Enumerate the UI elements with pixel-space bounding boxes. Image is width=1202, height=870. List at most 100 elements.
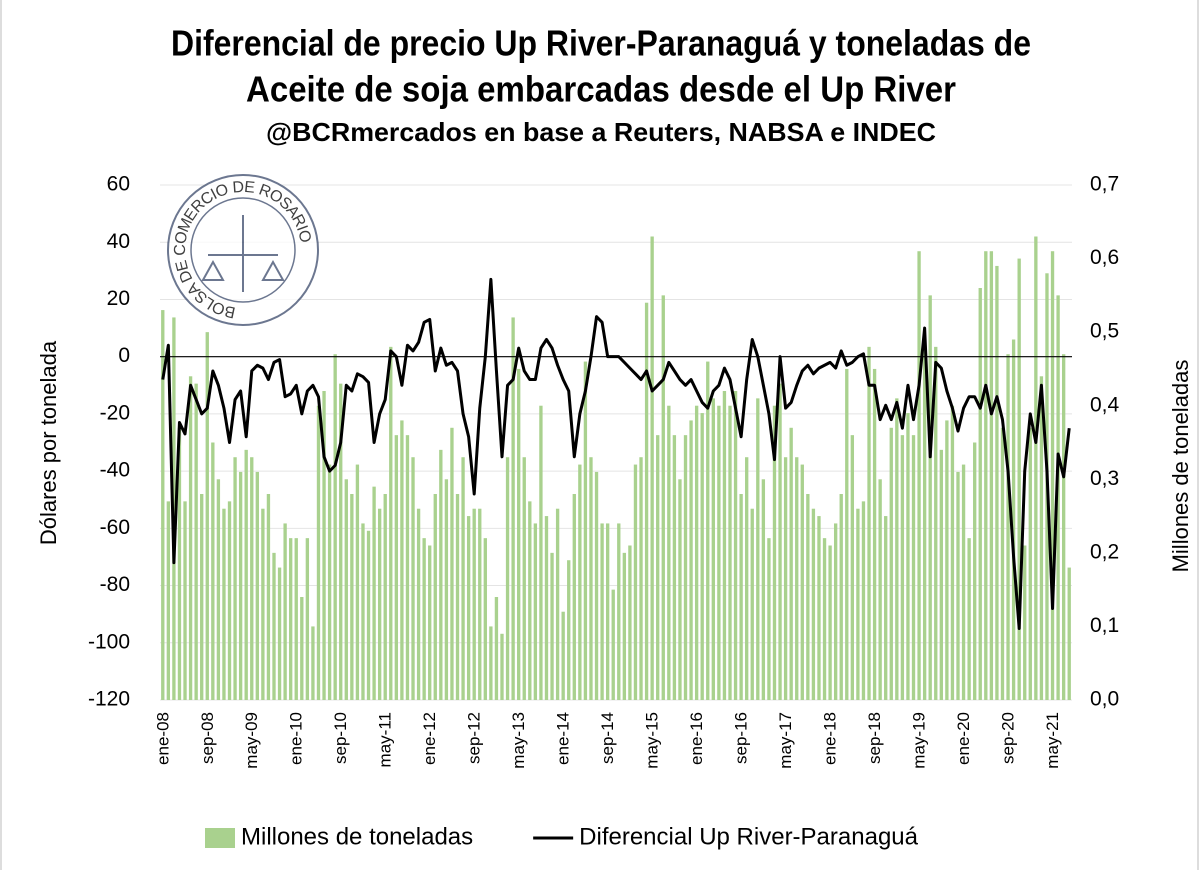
legend-label: Millones de toneladas [241, 823, 473, 850]
bar [266, 494, 271, 700]
chart-subtitle: @BCRmercados en base a Reuters, NABSA e … [266, 117, 936, 147]
bar [811, 508, 816, 700]
bar [728, 405, 732, 700]
bar [366, 530, 371, 700]
bar [544, 516, 549, 700]
bar [505, 457, 510, 700]
bar [745, 457, 749, 700]
bar [711, 398, 715, 700]
bar [216, 479, 221, 700]
bar [911, 435, 916, 700]
bar [300, 597, 304, 700]
bar [316, 405, 321, 700]
bar [1034, 236, 1038, 700]
bar [250, 457, 254, 700]
bar [433, 494, 437, 700]
bar [294, 538, 298, 700]
bar [900, 435, 905, 700]
bar [1067, 567, 1071, 700]
y2-tick-label: 0,1 [1090, 614, 1119, 637]
bar [466, 516, 471, 700]
bar [683, 435, 688, 700]
x-tick-label: ene-20 [954, 712, 973, 765]
x-tick-label: may-09 [242, 712, 261, 769]
bar [1050, 251, 1055, 700]
bar [411, 457, 415, 700]
bar [783, 457, 788, 700]
bar [884, 516, 888, 700]
x-tick-label: ene-12 [420, 712, 439, 765]
legend-label: Diferencial Up River-Paranaguá [579, 823, 918, 850]
x-tick-label: may-21 [1043, 712, 1062, 769]
bar [617, 523, 621, 700]
bar [277, 567, 282, 700]
y2-tick-label: 0,4 [1090, 393, 1120, 416]
y-tick-label: 60 [107, 173, 130, 196]
bar [750, 508, 754, 700]
x-tick-label: sep-12 [465, 712, 484, 764]
bar [622, 552, 627, 700]
y-tick-label: 0 [118, 344, 130, 367]
plot [160, 184, 1072, 701]
bar [984, 251, 988, 700]
bar [478, 508, 482, 700]
bar [789, 427, 793, 700]
bar [489, 626, 493, 700]
bar [795, 457, 799, 700]
bar [633, 464, 638, 700]
bar [233, 457, 237, 700]
bar [1061, 354, 1066, 700]
x-tick-label: may-13 [509, 712, 528, 769]
bar [522, 457, 526, 700]
bar [205, 332, 209, 700]
bar [644, 302, 649, 700]
bar [667, 405, 671, 700]
bar [833, 523, 838, 700]
bar [872, 368, 877, 700]
bar [739, 494, 743, 700]
y-tick-label: -40 [100, 459, 130, 482]
bar [400, 420, 404, 700]
y-axis-label: Dólares por tonelada [36, 340, 61, 545]
bar [989, 251, 994, 700]
bar [255, 471, 259, 700]
bar [472, 508, 476, 700]
x-tick-label: sep-18 [865, 712, 884, 764]
x-tick-label: ene-08 [153, 712, 172, 765]
bar [656, 435, 660, 700]
bar [1011, 339, 1016, 700]
bar [455, 494, 460, 700]
bar [361, 523, 365, 700]
bar [567, 560, 571, 700]
bar [528, 501, 532, 700]
bar [222, 508, 226, 700]
bar [272, 552, 276, 700]
bar [961, 464, 966, 700]
bar [678, 479, 682, 700]
bar [928, 295, 932, 700]
bar [628, 545, 632, 700]
bar [700, 413, 704, 700]
bar [311, 626, 315, 700]
bar [539, 405, 543, 700]
x-tick-label: may-17 [776, 712, 795, 769]
bar [305, 538, 310, 700]
bar [973, 442, 977, 700]
bar [922, 346, 927, 700]
y2-axis-label: Millones de toneladas [1168, 360, 1193, 573]
y2-tick-label: 0,0 [1090, 688, 1119, 711]
y-tick-label: -60 [100, 516, 130, 539]
bar [828, 545, 832, 700]
legend-swatch [205, 828, 235, 848]
bar [383, 494, 387, 700]
bar [878, 479, 882, 700]
bar [733, 391, 738, 700]
bar [639, 457, 643, 700]
bar [661, 295, 665, 700]
bar [561, 611, 565, 700]
y2-tick-label: 0,6 [1090, 246, 1119, 269]
bar [694, 405, 699, 700]
bar [511, 317, 515, 700]
bar [756, 398, 760, 700]
bar [377, 508, 382, 700]
